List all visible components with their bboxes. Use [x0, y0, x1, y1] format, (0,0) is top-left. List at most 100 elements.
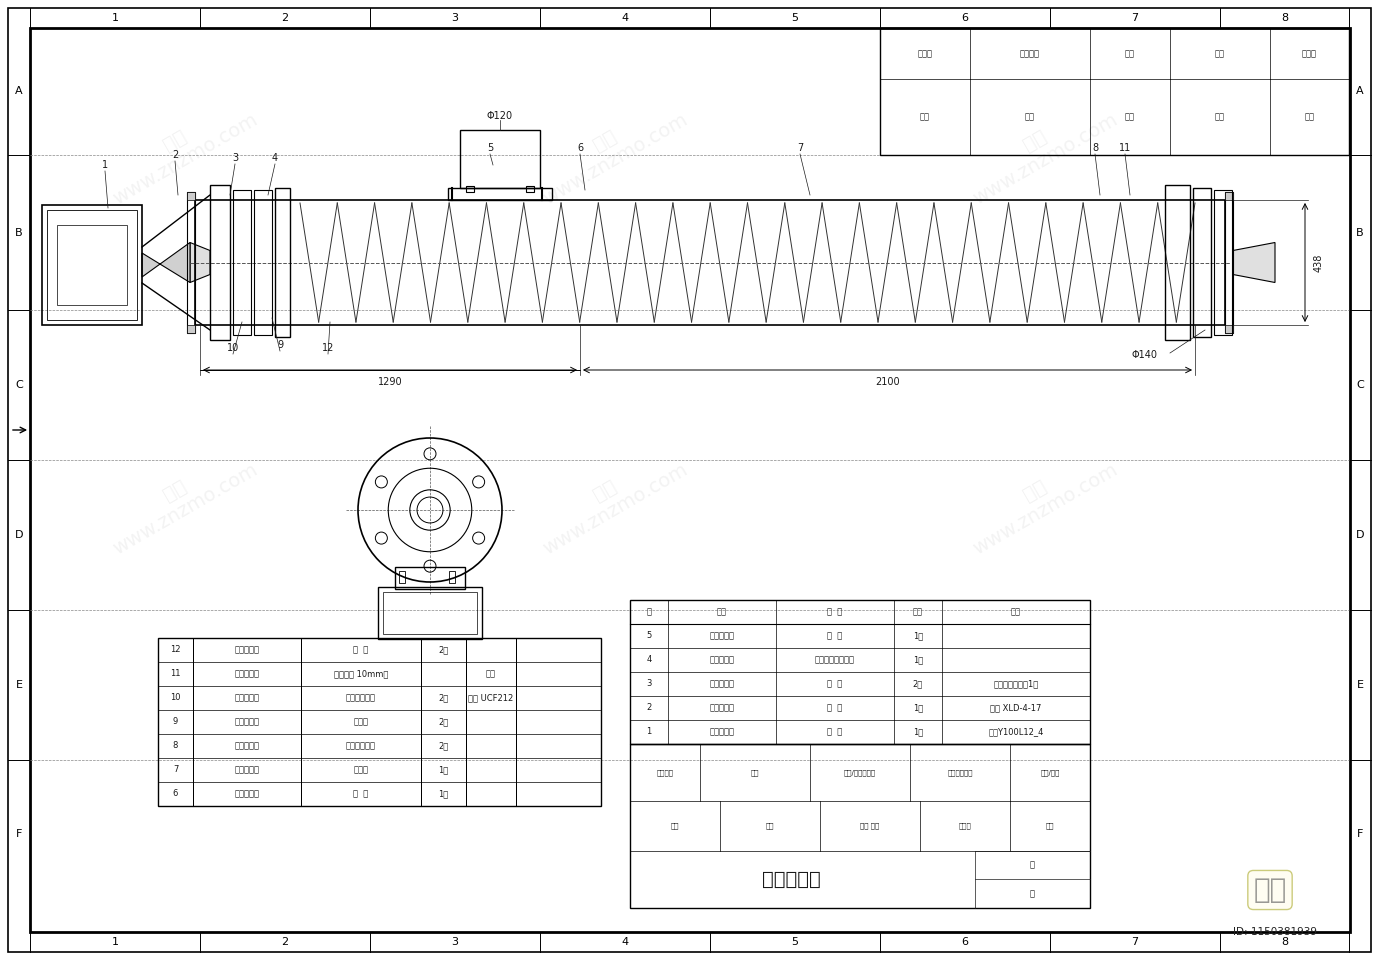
Bar: [254, 190, 272, 335]
Text: 参源范围: 参源范围: [656, 769, 673, 776]
Text: 2100: 2100: [876, 377, 900, 387]
Bar: [188, 192, 194, 333]
Text: 1件: 1件: [439, 789, 448, 799]
Text: 1: 1: [647, 728, 652, 736]
Bar: [1165, 185, 1190, 340]
Text: 图号: 图号: [717, 608, 727, 616]
Text: 外购Y100L12_4: 外购Y100L12_4: [989, 728, 1044, 736]
Text: 10: 10: [228, 343, 239, 353]
Text: 螺旋给料机: 螺旋给料机: [234, 765, 259, 775]
Bar: [1225, 192, 1233, 333]
Text: 参代号: 参代号: [917, 49, 932, 58]
Text: 绞龙轴: 绞龙轴: [353, 765, 368, 775]
Text: 1件: 1件: [439, 765, 448, 775]
Text: F: F: [1357, 829, 1364, 839]
Bar: [448, 188, 552, 200]
Text: 1件: 1件: [913, 656, 923, 664]
Bar: [1193, 188, 1211, 337]
Text: 7: 7: [797, 143, 803, 153]
Text: 印章: 印章: [1045, 823, 1055, 829]
Bar: [378, 587, 483, 639]
Bar: [194, 200, 1225, 325]
Text: 批: 批: [1030, 889, 1036, 899]
Text: 4: 4: [647, 656, 652, 664]
Text: 螺旋给料机: 螺旋给料机: [710, 704, 735, 712]
Text: 1: 1: [112, 937, 119, 947]
Text: 件: 件: [647, 608, 651, 616]
Text: 主管一减速机销1件: 主管一减速机销1件: [993, 680, 1038, 688]
Text: 螺旋给料机: 螺旋给料机: [710, 728, 735, 736]
Text: E: E: [1357, 680, 1364, 690]
Text: C: C: [15, 380, 23, 390]
Text: 球面轴承一座: 球面轴承一座: [346, 693, 376, 703]
Text: 螺旋给料机: 螺旋给料机: [710, 680, 735, 688]
Text: 图号: 图号: [1215, 112, 1225, 121]
Polygon shape: [190, 243, 210, 282]
Text: 进  口: 进 口: [827, 632, 843, 640]
Bar: [525, 186, 534, 192]
Bar: [399, 571, 405, 583]
Text: 1台: 1台: [913, 704, 923, 712]
Text: 已复时: 已复时: [1302, 49, 1317, 58]
Text: 3: 3: [451, 13, 458, 23]
Text: 7: 7: [172, 765, 178, 775]
Text: 外  筒: 外 筒: [353, 789, 368, 799]
Text: 知末
www.znzmo.com: 知末 www.znzmo.com: [958, 91, 1121, 208]
Text: 9: 9: [172, 717, 178, 727]
Text: Φ120: Φ120: [487, 111, 513, 121]
Text: 3: 3: [451, 937, 458, 947]
Text: 电  机: 电 机: [827, 728, 843, 736]
Text: D: D: [15, 530, 23, 540]
Text: A: A: [15, 86, 23, 97]
Bar: [880, 28, 1349, 155]
Bar: [188, 325, 194, 333]
Bar: [630, 600, 1089, 744]
Text: 减  机: 减 机: [827, 704, 843, 712]
Text: 11: 11: [170, 669, 181, 679]
Bar: [630, 744, 1089, 908]
Text: 1台: 1台: [913, 728, 923, 736]
Text: 12: 12: [321, 343, 334, 353]
Text: 8: 8: [1281, 13, 1288, 23]
Text: 3: 3: [647, 680, 652, 688]
Text: 知末
www.znzmo.com: 知末 www.znzmo.com: [99, 91, 261, 208]
Text: 规格和制造者: 规格和制造者: [947, 769, 972, 776]
Text: 438: 438: [1314, 253, 1324, 272]
Text: 2件: 2件: [439, 645, 448, 655]
Text: 批: 批: [1030, 860, 1036, 870]
Text: 8: 8: [1092, 143, 1098, 153]
Text: 螺旋给料机: 螺旋给料机: [234, 717, 259, 727]
Text: D: D: [1356, 530, 1364, 540]
Text: 外购: 外购: [485, 669, 496, 679]
Text: 外购 UCF212: 外购 UCF212: [469, 693, 513, 703]
Polygon shape: [142, 243, 190, 282]
Text: 日期: 日期: [1125, 49, 1135, 58]
Bar: [57, 225, 127, 305]
Bar: [41, 205, 142, 325]
Text: 2: 2: [172, 150, 178, 160]
Bar: [274, 188, 290, 337]
Text: 日期: 日期: [1125, 112, 1135, 121]
Text: 螺旋给料机: 螺旋给料机: [234, 693, 259, 703]
Bar: [1225, 325, 1233, 333]
Text: 3: 3: [232, 153, 239, 163]
Text: 2: 2: [281, 13, 288, 23]
Text: 1: 1: [112, 13, 119, 23]
Text: 知末
www.znzmo.com: 知末 www.znzmo.com: [528, 442, 691, 559]
Text: F: F: [15, 829, 22, 839]
Text: B: B: [1356, 228, 1364, 237]
Text: 10: 10: [170, 693, 181, 703]
Text: 6: 6: [961, 937, 968, 947]
Bar: [188, 192, 194, 200]
Bar: [1214, 190, 1231, 335]
Text: 1件: 1件: [913, 632, 923, 640]
Text: 外购 XLD-4-17: 外购 XLD-4-17: [990, 704, 1041, 712]
Text: 版本: 版本: [1305, 112, 1314, 121]
Text: 知末
www.znzmo.com: 知末 www.znzmo.com: [99, 442, 261, 559]
Text: 2件: 2件: [439, 741, 448, 751]
Text: 标准: 标准: [765, 823, 774, 829]
Bar: [47, 210, 137, 320]
Text: 材料: 材料: [670, 823, 680, 829]
Text: 5: 5: [792, 13, 798, 23]
Text: 密封板: 密封板: [353, 717, 368, 727]
